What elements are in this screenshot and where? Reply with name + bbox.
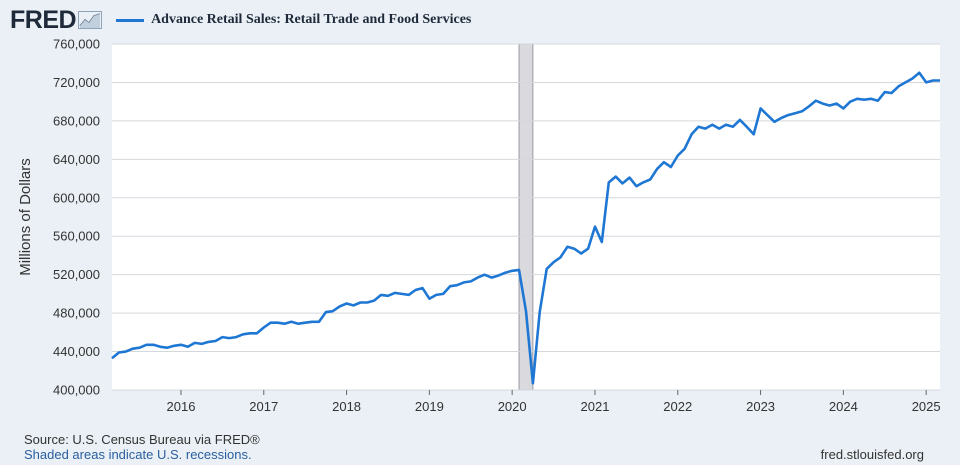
y-tick-label: 680,000: [53, 113, 100, 128]
x-tick-label: 2016: [167, 399, 196, 414]
y-tick-label: 560,000: [53, 229, 100, 244]
x-tick-label: 2020: [498, 399, 527, 414]
fred-logo-chart-icon: [78, 11, 103, 29]
line-chart[interactable]: 400,000 440,000 480,000 520,000 560,000 600,0…: [0, 0, 960, 420]
recession-shading-layer: [518, 43, 534, 391]
x-tick-label: 2017: [249, 399, 278, 414]
chart-footer-notes: Source: U.S. Census Bureau via FRED® Sha…: [24, 432, 260, 462]
recession-note: Shaded areas indicate U.S. recessions.: [24, 447, 252, 462]
chart-header: FRED Advance Retail Sales: Retail Trade …: [10, 6, 471, 34]
site-link[interactable]: fred.stlouisfed.org: [820, 447, 924, 462]
fred-logo-text: FRED: [10, 5, 77, 34]
source-note: Source: U.S. Census Bureau via FRED®: [24, 432, 260, 447]
y-axis-title: Millions of Dollars: [17, 158, 34, 276]
fred-logo[interactable]: FRED: [10, 5, 103, 35]
y-tick-label: 600,000: [53, 190, 100, 205]
y-tick-label: 720,000: [53, 75, 100, 90]
x-tick-label: 2022: [663, 399, 692, 414]
chart-legend: Advance Retail Sales: Retail Trade and F…: [116, 12, 471, 28]
y-tick-label: 400,000: [53, 383, 100, 398]
legend-swatch: [116, 18, 145, 22]
x-axis-tick-labels: 2016 2017 2018 2019 2020 2021 2022 2023 2024 2025: [167, 390, 941, 414]
x-tick-label: 2024: [829, 399, 858, 414]
legend-label: Advance Retail Sales: Retail Trade and F…: [151, 12, 472, 27]
y-tick-label: 440,000: [53, 344, 100, 359]
y-tick-label: 760,000: [53, 37, 100, 52]
x-tick-label: 2023: [746, 399, 775, 414]
x-tick-label: 2021: [581, 399, 610, 414]
x-tick-label: 2018: [332, 399, 361, 414]
y-tick-label: 520,000: [53, 267, 100, 282]
y-tick-label: 640,000: [53, 152, 100, 167]
x-tick-label: 2025: [912, 399, 941, 414]
x-tick-label: 2019: [415, 399, 444, 414]
y-axis-tick-labels: 400,000 440,000 480,000 520,000 560,000 600,0…: [53, 37, 100, 398]
y-tick-label: 480,000: [53, 306, 100, 321]
series-line-retail-sales: [111, 71, 940, 385]
recession-band: [518, 43, 534, 391]
